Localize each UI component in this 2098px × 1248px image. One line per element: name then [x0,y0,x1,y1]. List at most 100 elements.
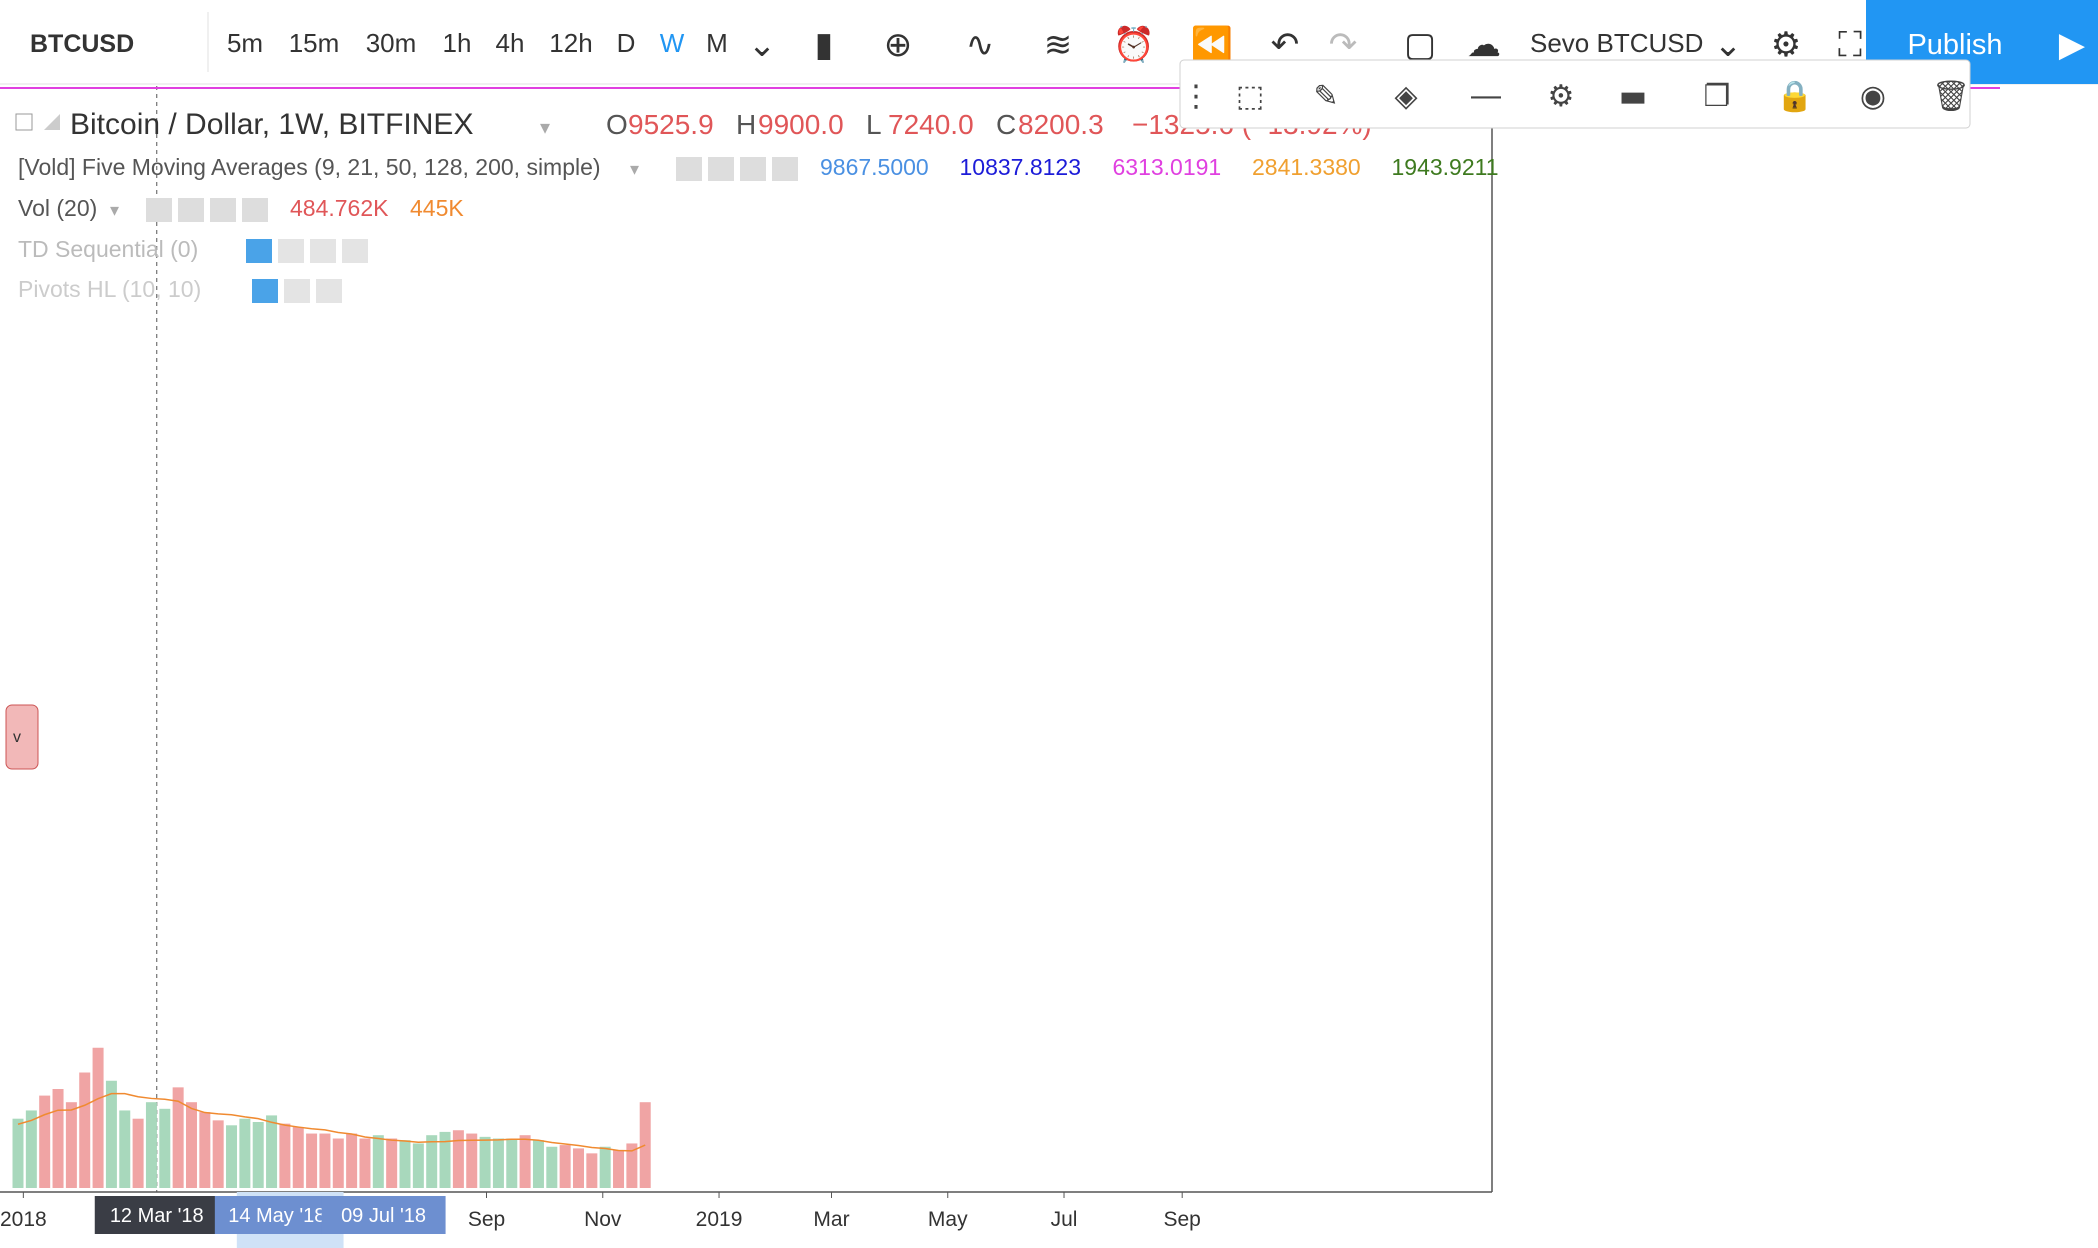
volume-bar [119,1110,131,1188]
collapse-legend-icon[interactable] [15,113,33,131]
volume-bar [399,1140,411,1188]
cloud-icon[interactable]: ☁ [1467,25,1501,65]
templates-icon[interactable]: ≋ [1044,25,1073,65]
chevron-down-icon[interactable]: ▾ [110,200,119,220]
add-icon[interactable] [210,198,236,222]
settings-icon[interactable] [284,279,310,303]
volume-bar [506,1138,518,1188]
drag-handle-icon[interactable]: ⋮ [1181,79,1211,114]
ma-value: 1943.9211 [1392,154,1499,180]
indicator-icon[interactable]: ∿ [966,25,995,65]
chevron-down-icon[interactable]: ▾ [540,117,550,139]
chevron-down-icon[interactable]: ▾ [630,159,639,179]
source-icon[interactable] [310,239,336,263]
volume-bar [479,1136,491,1188]
trash-icon[interactable]: 🗑 [1932,79,1970,114]
close-icon[interactable] [242,198,268,222]
ma-indicator-title[interactable]: [Vold] Five Moving Averages (9, 21, 50, … [18,154,601,180]
lock-icon[interactable]: 🔒 [1776,79,1813,114]
candles-icon[interactable]: ▮ [815,25,834,65]
chevron-down-icon[interactable]: ⌄ [748,25,777,65]
ohlc-key: L [866,109,882,140]
template-icon[interactable]: ▬ [1619,79,1647,114]
chevron-down-icon[interactable]: ⌄ [1714,25,1743,65]
close-icon[interactable] [342,239,368,263]
legend: Bitcoin / Dollar, 1W, BITFINEX ▾ O 9525.9 H 9… [15,108,1499,303]
line-style-icon[interactable]: ― [1471,79,1501,114]
ma-value: 9867.5000 [820,154,929,180]
time-tick-label: Mar [813,1208,849,1231]
price-axis[interactable] [1492,62,2098,1192]
interval-12h[interactable]: 12h [549,28,592,58]
settings-icon[interactable] [178,198,204,222]
td-sequential-title[interactable]: TD Sequential (0) [18,236,198,262]
eye-icon[interactable]: ◉ [1860,79,1886,114]
pivots-title[interactable]: Pivots HL (10, 10) [18,276,201,302]
volume-bar [599,1146,611,1188]
drawing-toolbar-bg [1179,59,1971,129]
time-highlight-label: 09 Jul '18 [321,1196,446,1234]
interval-5m[interactable]: 5m [227,28,263,58]
volume-bar [586,1153,598,1188]
volume-bar [346,1133,358,1188]
play-icon: ▶ [2059,25,2086,65]
chart-title[interactable]: Bitcoin / Dollar, 1W, BITFINEX [70,108,473,141]
volume-bar [532,1140,544,1188]
eye-icon[interactable] [246,239,272,263]
pencil-icon[interactable]: ✎ [1313,79,1338,114]
time-tick-label: 2018 [0,1208,47,1231]
add-icon[interactable] [740,157,766,181]
interval-M[interactable]: M [706,28,728,58]
volume-bar [572,1148,584,1188]
volume-bar [92,1047,104,1188]
time-tick-label: May [928,1208,968,1231]
ma-value: 10837.8123 [960,154,1082,180]
volume-bar [12,1118,24,1188]
volume-indicator-title[interactable]: Vol (20) [18,195,97,221]
fullscreen-icon[interactable]: ⛶ [1838,25,1862,65]
layout-icon[interactable]: ▢ [1404,25,1436,65]
settings-icon[interactable] [278,239,304,263]
clone-icon[interactable]: ❐ [1704,79,1731,114]
time-highlight-text: 09 Jul '18 [341,1205,426,1227]
eye-icon[interactable] [146,198,172,222]
volume-bar [52,1089,64,1188]
add-icon[interactable]: ⊕ [884,25,913,65]
settings-icon[interactable]: ⚙ [1771,25,1801,65]
play-button[interactable] [2030,0,2098,84]
interval-30m[interactable]: 30m [366,28,417,58]
redo-icon[interactable]: ↷ [1329,25,1358,65]
volume-bar [212,1120,224,1188]
time-highlight-label: 12 Mar '18 [94,1196,219,1234]
time-highlight-bg [321,1196,446,1234]
volume-bar [613,1150,625,1188]
interval-W[interactable]: W [660,28,685,58]
eye-icon[interactable] [252,279,278,303]
close-icon[interactable] [316,279,342,303]
paint-bucket-icon[interactable]: ◈ [1394,79,1417,114]
interval-15m[interactable]: 15m [289,28,340,58]
undo-icon[interactable]: ↶ [1271,25,1300,65]
interval-D[interactable]: D [617,28,636,58]
interval-1h[interactable]: 1h [443,28,472,58]
collapsed-panel-tab[interactable] [5,704,39,770]
close-icon[interactable] [772,157,798,181]
volume-bar [172,1087,184,1188]
plot-area[interactable]: ResistanceResistanceResistanceResistance… [8,0,1492,1192]
eye-icon[interactable] [676,157,702,181]
gear-icon[interactable]: ⚙ [1548,79,1575,114]
volume-bar [332,1138,344,1188]
volume-bar [105,1080,117,1188]
volume-bar [159,1108,171,1188]
time-tick-label: Jul [1051,1208,1078,1231]
layout-name[interactable]: Sevo BTCUSD [1530,28,1703,58]
replay-icon[interactable]: ⏪ [1191,25,1233,65]
symbol-search[interactable]: BTCUSD [30,30,134,58]
interval-4h[interactable]: 4h [496,28,525,58]
drawing-toolbar[interactable]: ⋮ ⬚ ✎ ◈ ― ⚙ ▬ ❐ 🔒 ◉ 🗑 [1179,59,1971,129]
settings-icon[interactable] [708,157,734,181]
select-area-icon[interactable]: ⬚ [1236,79,1264,114]
alert-icon[interactable]: ⏰ [1113,24,1155,65]
